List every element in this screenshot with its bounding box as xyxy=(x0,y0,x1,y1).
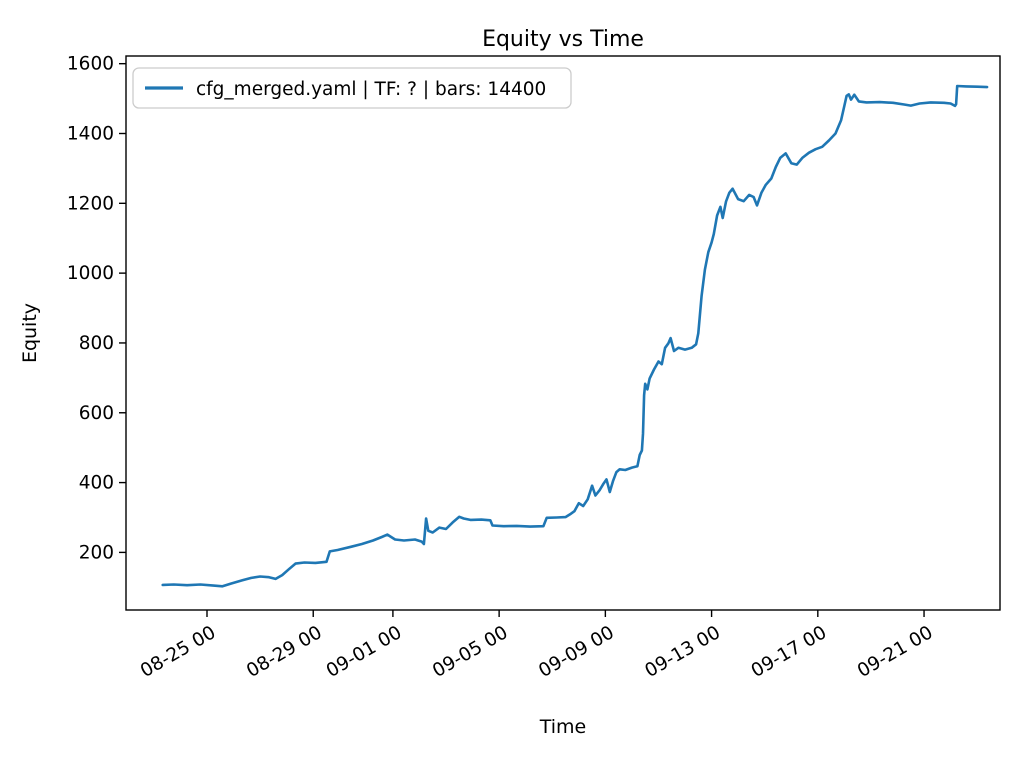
x-tick-label: 09-05 00 xyxy=(429,622,512,682)
y-axis-label: Equity xyxy=(19,303,41,363)
y-tick-label: 400 xyxy=(79,473,114,494)
y-tick-label: 1600 xyxy=(67,54,114,75)
chart-title: Equity vs Time xyxy=(482,27,644,52)
legend-box xyxy=(132,67,572,109)
x-tick-label: 09-21 00 xyxy=(854,622,937,682)
x-axis-label: Time xyxy=(539,716,587,738)
x-tick-label: 09-13 00 xyxy=(642,622,725,682)
y-tick-label: 200 xyxy=(79,542,114,563)
y-tick-label: 1200 xyxy=(67,193,114,214)
x-tick-label: 08-29 00 xyxy=(243,622,326,682)
y-tick-label: 1400 xyxy=(67,123,114,144)
x-tick-label: 09-01 00 xyxy=(323,622,406,682)
y-tick-label: 600 xyxy=(79,403,114,424)
plot-area xyxy=(126,56,1000,610)
legend-label: cfg_merged.yaml | TF: ? | bars: 14400 xyxy=(196,79,546,100)
x-tick-label: 08-25 00 xyxy=(137,622,220,682)
y-tick-label: 800 xyxy=(79,333,114,354)
axes-box xyxy=(125,55,1001,611)
x-tick-label: 09-09 00 xyxy=(535,622,618,682)
x-tick-label: 09-17 00 xyxy=(748,622,831,682)
equity-line-series xyxy=(161,84,989,588)
y-tick-label: 1000 xyxy=(67,263,114,284)
